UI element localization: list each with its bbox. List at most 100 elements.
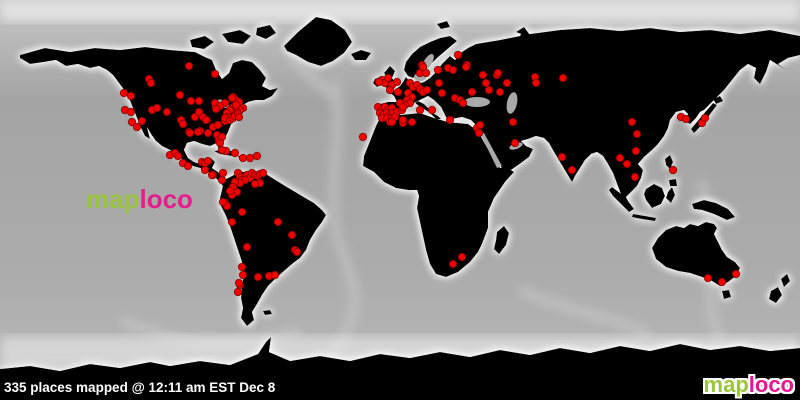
map-dot xyxy=(394,88,402,96)
map-dot xyxy=(251,180,259,188)
black-sea xyxy=(464,97,490,107)
map-dot xyxy=(446,116,454,124)
map-dot xyxy=(243,243,251,251)
map-dot xyxy=(375,78,383,86)
map-dot xyxy=(228,218,236,226)
map-dot xyxy=(454,51,462,59)
map-dot xyxy=(704,274,712,282)
map-dot xyxy=(568,166,576,174)
map-dot xyxy=(438,89,446,97)
map-dot xyxy=(459,99,467,107)
map-dot xyxy=(271,271,279,279)
red-sea xyxy=(479,131,502,168)
map-dot xyxy=(485,86,493,94)
eurasia xyxy=(390,28,800,205)
map-dot xyxy=(628,118,636,126)
north-america xyxy=(20,47,278,186)
map-dot xyxy=(423,86,431,94)
map-dot xyxy=(399,103,407,111)
map-dot xyxy=(462,63,470,71)
map-dot xyxy=(476,121,484,129)
map-dot xyxy=(399,116,407,124)
map-dot xyxy=(211,70,219,78)
madagascar xyxy=(494,226,509,254)
map-dot xyxy=(202,116,210,124)
map-dot xyxy=(153,104,161,112)
map-dot xyxy=(359,133,367,141)
map-dot xyxy=(616,154,624,162)
map-dot xyxy=(434,66,442,74)
map-dot xyxy=(435,79,443,87)
south-america xyxy=(220,171,326,326)
map-dot xyxy=(187,97,195,105)
map-dot xyxy=(632,147,640,155)
map-dot xyxy=(127,108,135,116)
map-dot xyxy=(419,63,427,71)
status-bar xyxy=(0,374,800,400)
map-dot xyxy=(288,231,296,239)
map-dot xyxy=(204,157,212,165)
map-dot xyxy=(219,169,227,177)
logo-map-text: map xyxy=(86,184,140,214)
maploco-logo-corner[interactable]: maploco xyxy=(704,372,794,398)
map-dot xyxy=(201,166,209,174)
map-dot xyxy=(214,121,222,129)
map-dot xyxy=(416,106,424,114)
africa xyxy=(363,113,514,277)
map-dot xyxy=(408,118,416,126)
map-dot xyxy=(669,166,677,174)
map-dot xyxy=(195,108,203,116)
map-dot xyxy=(496,88,504,96)
map-dot xyxy=(185,62,193,70)
map-dot xyxy=(184,162,192,170)
maploco-logo[interactable]: maploco xyxy=(86,184,193,215)
map-dot xyxy=(238,263,246,271)
map-dot xyxy=(732,270,740,278)
map-dot xyxy=(212,105,220,113)
logo-loco-text: loco xyxy=(748,372,794,397)
map-dot xyxy=(259,169,267,177)
map-dot xyxy=(393,78,401,86)
map-dot xyxy=(235,113,243,121)
caspian-sea xyxy=(506,92,518,114)
logo-map-text: map xyxy=(703,372,749,397)
map-dot xyxy=(559,74,567,82)
map-dot xyxy=(186,129,194,137)
map-dot xyxy=(558,153,566,161)
map-dot xyxy=(449,66,457,74)
map-dot xyxy=(218,176,226,184)
map-dot xyxy=(174,152,182,160)
arctic-islands xyxy=(190,21,530,49)
map-dot xyxy=(163,108,171,116)
map-dot xyxy=(179,120,187,128)
map-dot xyxy=(386,86,394,94)
map-dot xyxy=(494,69,502,77)
map-dot xyxy=(633,130,641,138)
map-dot xyxy=(147,79,155,87)
map-dot xyxy=(509,118,517,126)
map-dot xyxy=(176,91,184,99)
map-dot xyxy=(458,253,466,261)
map-dot xyxy=(194,128,202,136)
map-dot xyxy=(532,79,540,87)
map-dot xyxy=(274,218,282,226)
map-dot xyxy=(219,198,227,206)
map-dot xyxy=(482,79,490,87)
map-dot xyxy=(238,208,246,216)
map-dot xyxy=(253,152,261,160)
arctic-ice xyxy=(0,0,800,22)
map-dot xyxy=(503,79,511,87)
map-dot xyxy=(138,117,146,125)
map-dot xyxy=(682,115,690,123)
iceland xyxy=(351,50,371,60)
new-zealand xyxy=(769,274,790,303)
southeast-asia-islands xyxy=(609,155,735,221)
map-dot xyxy=(718,278,726,286)
map-dot xyxy=(239,271,247,279)
map-dot xyxy=(388,118,396,126)
map-dot xyxy=(232,101,240,109)
map-dot xyxy=(701,114,709,122)
